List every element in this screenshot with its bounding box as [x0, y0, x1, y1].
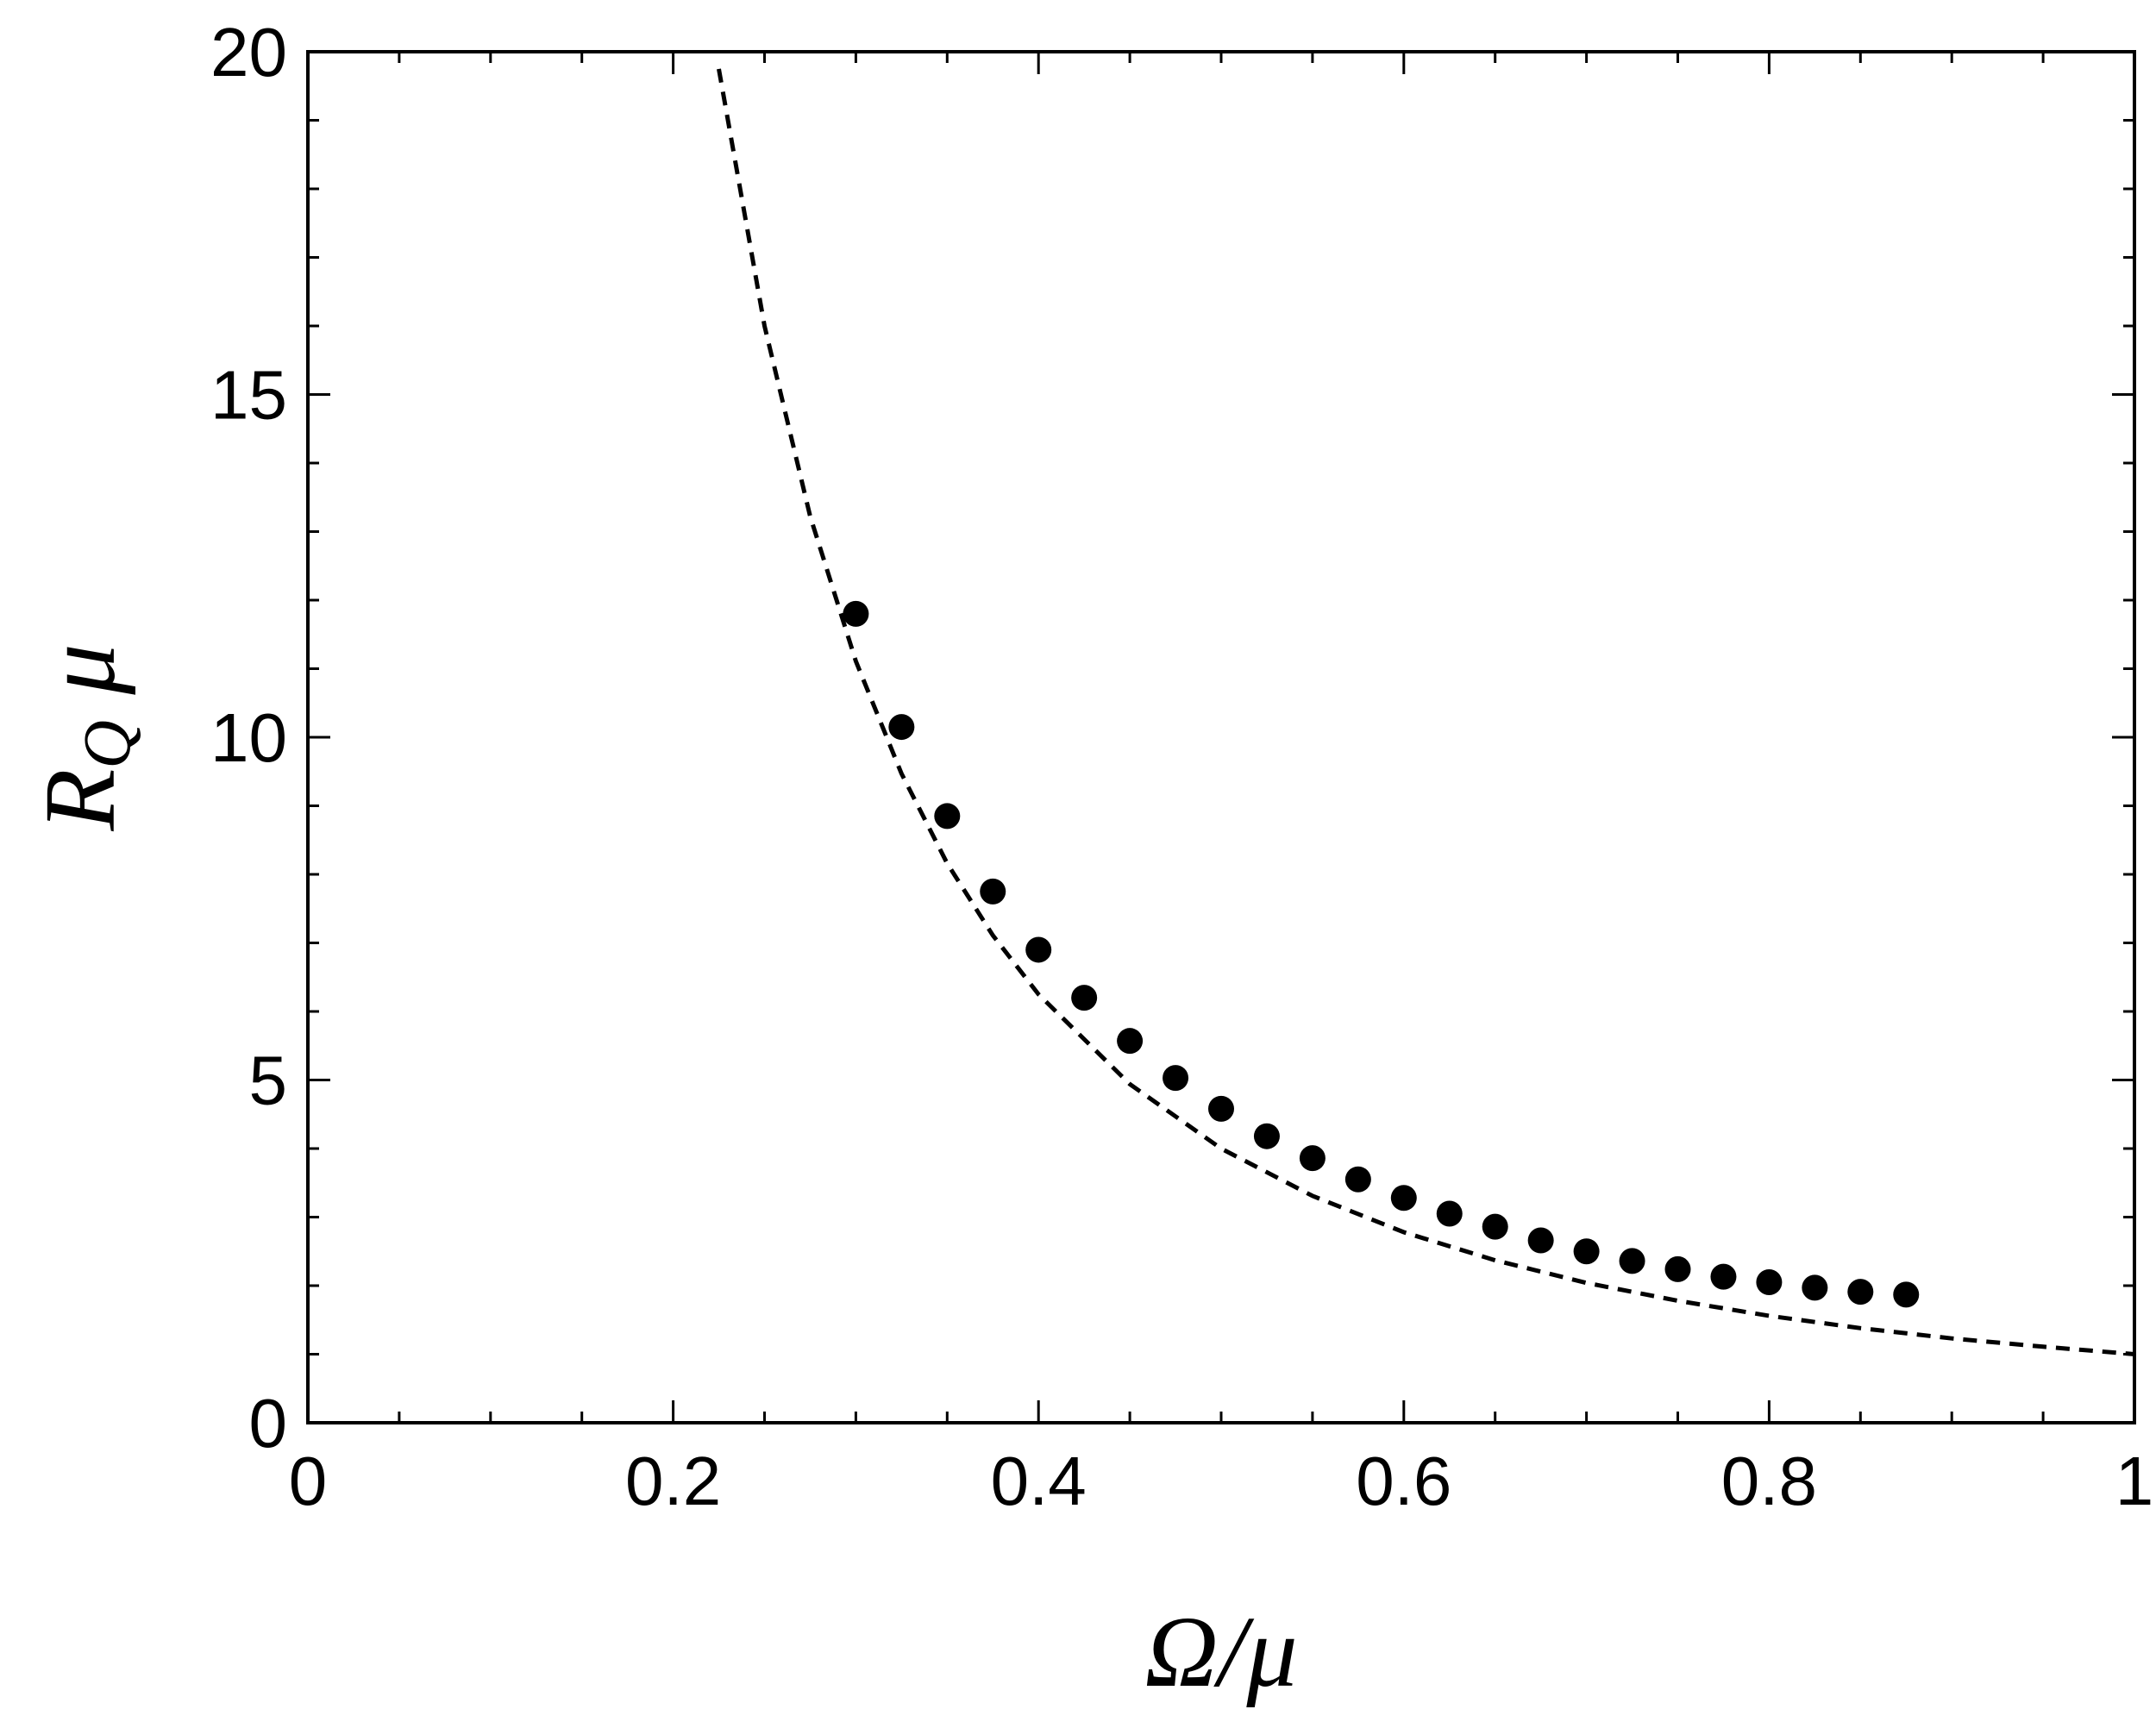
- data-point: [1390, 1185, 1417, 1211]
- y-tick-label: 0: [249, 1385, 288, 1462]
- data-point: [1071, 985, 1098, 1011]
- data-point: [1117, 1028, 1144, 1055]
- x-tick-label: 0.8: [1721, 1443, 1817, 1519]
- data-point: [1482, 1213, 1508, 1240]
- data-point: [1299, 1145, 1326, 1172]
- marker-series: [843, 600, 1920, 1308]
- y-axis-label-tail: μ: [23, 643, 136, 720]
- data-point: [1847, 1279, 1874, 1305]
- y-tick-label: 15: [210, 357, 287, 434]
- data-point: [1756, 1269, 1783, 1296]
- plot-frame: [306, 50, 2136, 1424]
- data-point: [1025, 936, 1052, 963]
- data-point: [1573, 1238, 1600, 1265]
- data-point: [843, 600, 869, 627]
- data-point: [1436, 1200, 1463, 1227]
- y-axis-ticks: [308, 50, 2134, 1424]
- y-axis-label-main: R: [23, 768, 136, 831]
- data-point: [980, 878, 1006, 905]
- x-tick-label: 0.4: [991, 1443, 1087, 1519]
- x-tick-label: 1: [2115, 1443, 2154, 1519]
- data-point: [1163, 1065, 1189, 1092]
- y-tick-label: 20: [210, 14, 287, 91]
- dashed-curve-series: [717, 68, 2135, 1356]
- data-point: [1208, 1095, 1234, 1122]
- data-point: [888, 714, 915, 741]
- data-point: [1527, 1227, 1554, 1254]
- y-tick-label: 5: [249, 1042, 288, 1119]
- y-axis-label: RQ μ: [23, 643, 144, 831]
- data-point: [1619, 1248, 1645, 1274]
- data-point: [934, 803, 961, 830]
- x-axis-tick-labels: 0 0.2 0.4 0.6 0.8 1: [289, 1443, 2154, 1519]
- data-point: [1253, 1123, 1280, 1149]
- data-point: [1664, 1255, 1691, 1282]
- y-tick-label: 10: [210, 699, 287, 776]
- y-axis-label-sub: Q: [69, 720, 144, 768]
- x-tick-label: 0: [289, 1443, 328, 1519]
- data-point: [1802, 1274, 1828, 1301]
- data-point: [1893, 1281, 1920, 1308]
- x-tick-label: 0.6: [1356, 1443, 1451, 1519]
- x-axis-ticks: [306, 52, 2136, 1423]
- y-axis-tick-labels: 0 5 10 15 20: [210, 14, 287, 1462]
- x-tick-label: 0.2: [625, 1443, 721, 1519]
- data-point: [1710, 1263, 1737, 1290]
- data-point: [1344, 1166, 1371, 1193]
- x-axis-label: Ω/μ: [1144, 1595, 1297, 1708]
